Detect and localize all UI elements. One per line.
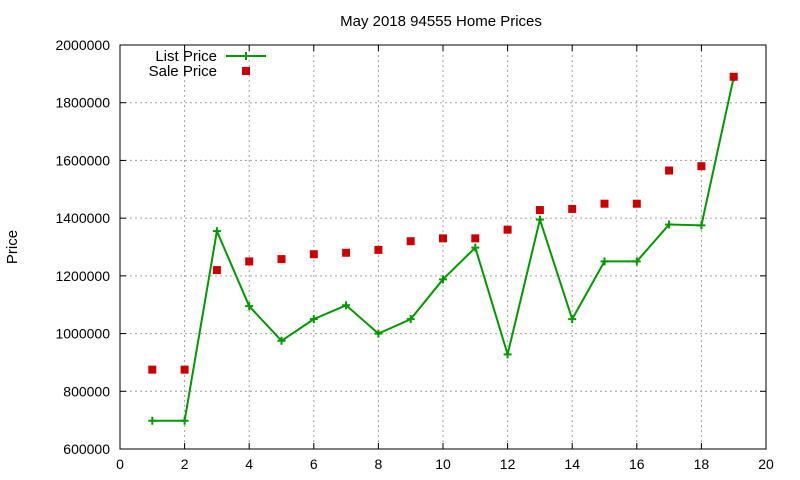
y-tick-label: 1400000 — [55, 210, 110, 226]
x-tick-label: 0 — [116, 456, 124, 472]
sale-price-point — [277, 255, 286, 264]
list-price-point — [148, 416, 157, 425]
sale-price-point — [503, 225, 512, 234]
y-tick-label: 1800000 — [55, 95, 110, 111]
x-tick-label: 12 — [500, 456, 516, 472]
x-tick-label: 8 — [375, 456, 383, 472]
x-tick-label: 20 — [758, 456, 774, 472]
sale-price-point — [212, 266, 221, 275]
x-tick-label: 2 — [181, 456, 189, 472]
list-price-point — [374, 329, 383, 338]
list-price-point — [697, 221, 706, 230]
tick-marks — [119, 44, 767, 450]
sale-price-point — [729, 72, 738, 81]
list-price-point — [600, 257, 609, 266]
y-tick-label: 800000 — [63, 383, 110, 399]
sale-price-point — [439, 234, 447, 243]
legend-marker-sale-price — [242, 67, 250, 75]
legend-label-sale-price: Sale Price — [149, 63, 217, 80]
sale-price-point — [697, 162, 706, 171]
legend-swatch-sale-price — [242, 67, 250, 75]
y-tick-label: 1200000 — [55, 268, 110, 284]
sale-price-point — [180, 365, 189, 374]
sale-price-point — [406, 237, 415, 246]
sale-price-point — [632, 199, 641, 208]
list-price-point — [245, 302, 254, 311]
legend-marker-list-price — [242, 52, 250, 60]
y-tick-label: 2000000 — [55, 37, 110, 53]
list-price-point — [632, 257, 641, 266]
x-tick-labels: 0 2 4 6 8 10 12 14 16 18 20 — [116, 456, 774, 472]
y-axis-label: Price — [4, 230, 21, 264]
x-tick-label: 4 — [245, 456, 253, 472]
y-tick-label: 1000000 — [55, 326, 110, 342]
sale-price-point — [535, 206, 544, 215]
x-tick-label: 10 — [435, 456, 451, 472]
legend: List Price Sale Price — [149, 48, 266, 80]
list-price-point — [180, 416, 189, 425]
y-tick-label: 600000 — [63, 441, 110, 457]
list-price-point — [212, 227, 221, 236]
legend-label-list-price: List Price — [155, 48, 217, 65]
sale-price-point — [148, 365, 157, 374]
x-tick-label: 14 — [564, 456, 580, 472]
sale-price-point — [471, 234, 480, 243]
sale-price-point — [600, 199, 609, 208]
list-price-point — [277, 336, 286, 345]
y-tick-labels: 600000 800000 1000000 1200000 1400000 1600000… — [55, 37, 110, 457]
list-price-point — [503, 350, 512, 359]
list-price-point — [439, 275, 447, 284]
list-price-line — [152, 77, 735, 422]
sale-price-point — [568, 204, 577, 213]
x-tick-label: 16 — [629, 456, 645, 472]
sale-price-point — [374, 245, 383, 254]
list-price-point — [406, 315, 415, 324]
list-price-point — [471, 243, 480, 252]
sale-price-point — [342, 248, 351, 257]
list-price-point — [568, 315, 577, 324]
chart-title: May 2018 94555 Home Prices — [340, 13, 542, 30]
list-price-point — [535, 215, 544, 224]
list-price-point — [665, 220, 674, 229]
data-series — [148, 72, 738, 425]
list-price-point — [309, 315, 318, 324]
sale-price-point — [245, 257, 254, 266]
x-tick-label: 18 — [694, 456, 710, 472]
sale-price-point — [309, 250, 318, 259]
legend-swatch-list-price — [226, 52, 266, 60]
grid-lines — [120, 45, 766, 449]
y-tick-label: 1600000 — [55, 152, 110, 168]
list-price-point — [342, 301, 351, 310]
sale-price-point — [665, 166, 674, 175]
x-tick-label: 6 — [310, 456, 318, 472]
